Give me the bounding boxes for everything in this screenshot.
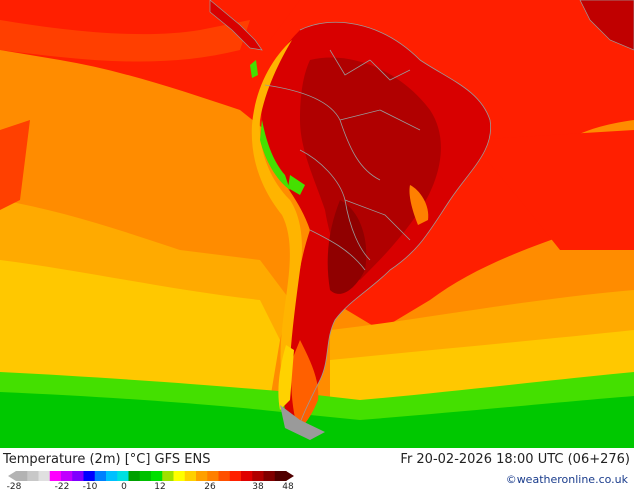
map-title: Temperature (2m) [°C] GFS ENS (3, 452, 211, 467)
andes-cool-strip (251, 40, 302, 380)
legend-swatch (106, 471, 118, 481)
green-south (0, 392, 634, 448)
legend-swatch (94, 471, 107, 481)
tierra-del-fuego (280, 405, 325, 440)
ocean-yellow-west (0, 260, 280, 400)
africa-edge (579, 0, 634, 51)
legend-swatch (274, 471, 287, 481)
patagonia-cool (278, 345, 294, 410)
legend-swatch (72, 471, 84, 481)
legend-swatch (49, 471, 62, 481)
highland-orange (409, 185, 429, 225)
legend-swatch (128, 471, 141, 481)
legend-swatch (162, 471, 174, 481)
ocean-west-patch (0, 120, 30, 210)
ocean-tone-strip (0, 20, 250, 62)
legend-tick-label: -22 (54, 482, 70, 492)
legend-swatch (151, 471, 163, 481)
andes-green-3 (250, 60, 258, 78)
chaco-very-hot (327, 200, 367, 294)
legend-swatch (207, 471, 219, 481)
color-legend-bar (8, 471, 294, 481)
legend-tick-label: 38 (252, 482, 264, 492)
legend-swatch (38, 471, 51, 481)
andes-green-2 (288, 175, 305, 195)
legend-right-arrow (286, 471, 294, 481)
temperature-map (0, 0, 634, 448)
legend-tick-label: 12 (154, 482, 166, 492)
legend-tick-label: -10 (82, 482, 98, 492)
legend-tick-label: 48 (282, 482, 294, 492)
central-america (209, 0, 263, 51)
temperature-field (0, 0, 634, 448)
legend-swatch (117, 471, 129, 481)
country-borders (264, 21, 492, 431)
ocean-east-patch (470, 130, 634, 250)
legend-swatch (218, 471, 231, 481)
legend-swatch (241, 471, 253, 481)
legend-swatch (252, 471, 264, 481)
map-footer: Temperature (2m) [°C] GFS ENS Fr 20-02-2… (0, 448, 634, 492)
legend-swatch (196, 471, 208, 481)
legend-swatch (61, 471, 73, 481)
legend-tick-label: 26 (204, 482, 216, 492)
legend-swatch (229, 471, 242, 481)
legend-left-arrow (8, 471, 16, 481)
legend-ticks: -28 -22 -10 0 12 26 38 48 (0, 482, 300, 492)
legend-swatch (16, 471, 28, 481)
patagonia-warm (291, 340, 319, 430)
forecast-datetime: Fr 20-02-2026 18:00 UTC (06+276) (400, 452, 630, 467)
legend-swatch (184, 471, 197, 481)
legend-tick-label: -28 (6, 482, 22, 492)
legend-swatch (263, 471, 276, 481)
legend-swatch (139, 471, 152, 481)
legend-swatch (173, 471, 186, 481)
legend-swatch (27, 471, 39, 481)
legend-swatch (83, 471, 96, 481)
andes-green-1 (260, 120, 290, 190)
credit-link[interactable]: ©weatheronline.co.uk (505, 473, 628, 486)
legend-tick-label: 0 (121, 482, 127, 492)
